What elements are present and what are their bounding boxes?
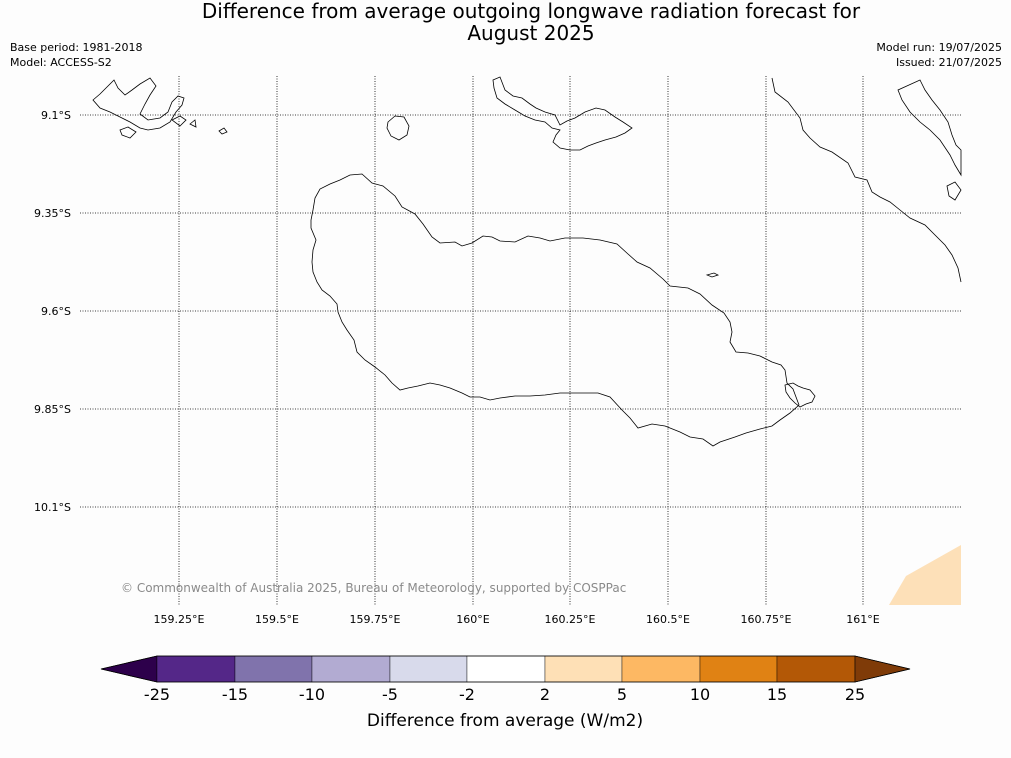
colorbar-outline: [100, 655, 911, 683]
colorbar-tick-label: 10: [690, 685, 710, 704]
colorbar-tick-label: -10: [299, 685, 325, 704]
lon-label: 159.25°E: [154, 613, 205, 626]
title-line-2: August 2025: [467, 21, 595, 45]
colorbar-bin: [311, 655, 391, 683]
colorbar-tick-label: -15: [222, 685, 248, 704]
colorbar-title: Difference from average (W/m2): [367, 711, 643, 731]
colorbar-tick-label: 2: [540, 685, 550, 704]
lon-label: 160.25°E: [545, 613, 596, 626]
latitude-gridlines: [80, 114, 961, 508]
coastline-nw-islet-c: [218, 127, 228, 135]
colorbar-extend-high: [854, 655, 911, 683]
longitude-gridlines: [178, 76, 864, 605]
coastline-nw-islet-a: [119, 126, 137, 139]
colorbar-tick-label: -5: [382, 685, 398, 704]
copyright-notice: © Commonwealth of Australia 2025, Bureau…: [121, 581, 626, 595]
issued-date: Issued: 21/07/2025: [895, 56, 1002, 69]
coastline-nw-islet-d: [189, 119, 197, 128]
anomaly-shading: [889, 545, 961, 605]
lon-label: 159.75°E: [350, 613, 401, 626]
colorbar-bin: [776, 655, 856, 683]
colorbar-tick-labels: -25 -15 -10 -5 -2 2 5 10 15 25: [144, 685, 865, 704]
latitude-labels: 9.1°S 9.35°S 9.6°S 9.85°S 10.1°S: [34, 109, 71, 514]
coastline-malaita: [897, 79, 962, 177]
coastline-savo: [386, 115, 410, 141]
colorbar-tick-label: 15: [767, 685, 787, 704]
colorbar-bin: [466, 655, 546, 683]
colorbar-bin: [234, 655, 313, 683]
lon-label: 160°E: [456, 613, 489, 626]
lat-label: 9.85°S: [34, 403, 71, 416]
lat-label: 10.1°S: [34, 501, 71, 514]
model-run: Model run: 19/07/2025: [876, 41, 1002, 54]
coastline-florida-islands: [492, 76, 633, 151]
longitude-labels: 159.25°E 159.5°E 159.75°E 160°E 160.25°E 160.…: [154, 613, 880, 626]
lon-label: 161°E: [846, 613, 879, 626]
lat-label: 9.1°S: [41, 109, 71, 122]
meta-left: Base period: 1981-2018 Model: ACCESS-S2: [10, 40, 142, 70]
lon-label: 160.75°E: [741, 613, 792, 626]
coastline-malaita-coast: [771, 77, 962, 283]
coastline-guadalcanal: [310, 173, 800, 447]
model-name: Model: ACCESS-S2: [10, 56, 112, 69]
colorbar-bin: [621, 655, 701, 683]
coastline-islet-small: [705, 272, 720, 278]
colorbar-bin: [544, 655, 623, 683]
colorbar-tick-label: 25: [845, 685, 865, 704]
colorbar-tick-label: -25: [144, 685, 170, 704]
colorbar-tick-label: -2: [459, 685, 475, 704]
lon-label: 159.5°E: [255, 613, 299, 626]
coastline-nw-islands: [92, 77, 185, 131]
colorbar-bin: [699, 655, 778, 683]
base-period: Base period: 1981-2018: [10, 41, 143, 54]
meta-right: Model run: 19/07/2025 Issued: 21/07/2025: [876, 40, 1002, 70]
coastlines: [92, 76, 962, 447]
colorbar-bin: [156, 655, 236, 683]
map-area: [80, 76, 962, 605]
title-line-1: Difference from average outgoing longwav…: [201, 0, 861, 23]
lat-label: 9.35°S: [34, 207, 71, 220]
map-title: Difference from average outgoing longwav…: [0, 0, 1011, 44]
lat-label: 9.6°S: [41, 305, 71, 318]
coastline-nw-islet-b: [171, 115, 187, 127]
lon-label: 160.5°E: [646, 613, 690, 626]
colorbar-extend-low: [100, 655, 158, 683]
coastline-islet-east: [784, 382, 816, 408]
colorbar-tick-label: 5: [617, 685, 627, 704]
colorbar: [100, 655, 911, 683]
coastline-malaita-islet: [946, 181, 962, 201]
colorbar-bin: [389, 655, 468, 683]
